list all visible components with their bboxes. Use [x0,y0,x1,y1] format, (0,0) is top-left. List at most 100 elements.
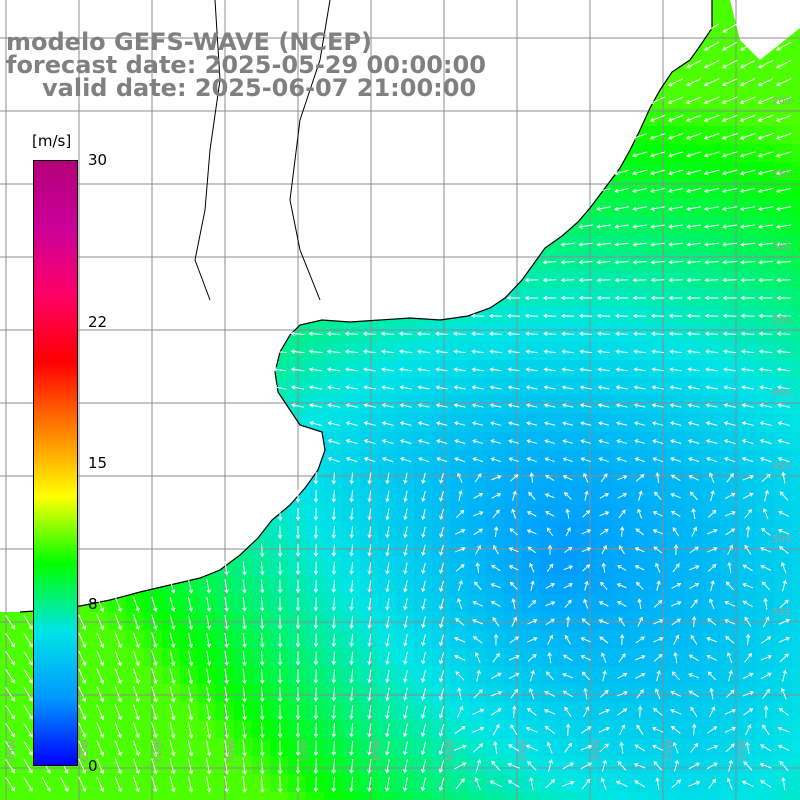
wind-arrow [399,349,413,354]
wind-cell [558,288,576,306]
wind-arrow [670,510,681,517]
wind-arrow [272,367,287,372]
wind-cell [522,684,540,702]
wind-cell [540,576,558,594]
wind-arrow [721,133,738,140]
wind-cell [126,684,144,702]
wind-cell [738,90,756,108]
wind-arrow [349,741,354,756]
wind-arrow [584,580,589,591]
wind-arrow [688,690,699,698]
wind-arrow [580,637,591,643]
wind-arrow [526,439,538,444]
wind-cell [288,756,306,774]
wind-arrow [687,367,700,372]
wind-cell [666,342,684,360]
wind-arrow [492,652,500,663]
wind-cell [432,450,450,468]
wind-arrow [295,651,301,666]
wind-arrow [313,669,319,684]
wind-arrow [326,349,341,354]
wind-arrow [187,650,194,667]
wind-cell [450,594,468,612]
wind-cell [288,720,306,738]
wind-cell [756,252,774,270]
wind-cell [774,324,792,342]
wind-cell [558,774,576,792]
wind-arrow [741,780,754,787]
wind-arrow [580,762,593,770]
wind-arrow [527,619,538,625]
wind-cell [360,720,378,738]
wind-arrow [739,78,756,87]
wind-arrow [565,526,571,537]
wind-cell [540,342,558,360]
wind-arrow [614,260,629,265]
wind-cell [414,774,432,792]
wind-arrow [745,525,751,538]
wind-cell [414,504,432,522]
wind-cell [666,306,684,324]
wind-arrow [454,762,467,770]
wind-arrow [471,331,485,337]
wind-arrow [313,490,319,503]
wind-arrow [295,633,301,648]
wind-cell [306,774,324,792]
wind-arrow [439,598,445,611]
forecast-date: forecast date: 2025-05-29 00:00:00 [6,51,486,79]
wind-arrow [507,403,520,408]
wind-arrow [308,385,323,390]
wind-arrow [596,277,611,283]
wind-cell [648,774,666,792]
wind-cell [666,252,684,270]
wind-cell [792,504,800,522]
wind-cell [684,306,702,324]
wind-cell [342,774,360,792]
wind-arrow [349,687,354,702]
wind-arrow [778,545,789,554]
wind-cell [594,702,612,720]
wind-arrow [381,403,394,408]
wind-arrow [525,744,538,751]
wind-arrow [114,596,122,613]
wind-cell [594,216,612,234]
wind-arrow [399,457,412,463]
wind-arrow [132,686,140,703]
wind-arrow [291,403,305,408]
wind-arrow [779,653,789,663]
wind-arrow [597,385,610,390]
wind-cell [450,324,468,342]
wind-cell [666,630,684,648]
wind-cell [702,54,720,72]
wind-arrow [704,242,719,247]
wind-cell [486,414,504,432]
wind-cell [594,684,612,702]
wind-cell [612,270,630,288]
wind-cell [504,414,522,432]
wind-cell [468,450,486,468]
wind-cell [558,738,576,756]
wind-cell [468,792,486,800]
wind-arrow [561,385,574,390]
wind-arrow [385,526,390,539]
wind-cell [432,432,450,450]
wind-cell [324,792,342,800]
wind-arrow [436,457,448,463]
wind-arrow [632,295,647,301]
wind-cell [468,504,486,522]
wind-arrow [599,689,609,699]
wind-arrow [295,507,301,522]
wind-arrow [704,206,720,211]
wind-arrow [778,510,790,517]
wind-cell [486,432,504,450]
wind-arrow [132,776,140,793]
wind-cell [720,270,738,288]
wind-cell [684,162,702,180]
wind-cell [774,216,792,234]
wind-arrow [634,565,645,571]
wind-cell [360,774,378,792]
wind-arrow [653,637,664,643]
wind-arrow [187,686,194,703]
wind-arrow [421,562,426,575]
wind-arrow [777,439,790,445]
